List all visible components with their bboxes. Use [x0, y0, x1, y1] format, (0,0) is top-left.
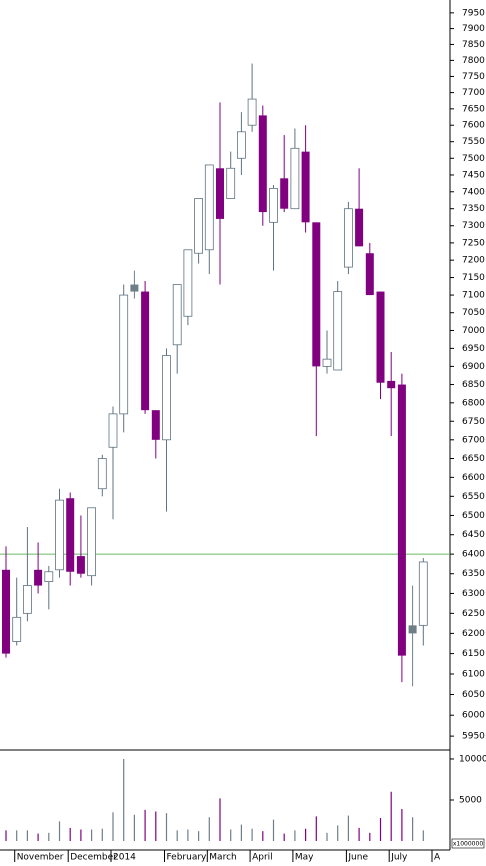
y-tick-label: 7150 — [462, 273, 485, 283]
y-tick-label: 7950 — [462, 8, 485, 18]
y-tick-label: 5950 — [462, 732, 485, 742]
candle-body — [269, 188, 278, 223]
x-tick-label: A — [434, 853, 441, 863]
candle-body — [12, 616, 22, 642]
y-tick-label: 6550 — [462, 492, 485, 502]
candle-body — [236, 131, 246, 159]
volume-tick-label: 10000 — [459, 754, 486, 764]
candle-body — [194, 198, 204, 254]
y-tick-label: 6050 — [462, 690, 485, 700]
y-tick-label: 6600 — [462, 473, 485, 483]
y-tick-label: 7850 — [462, 40, 485, 50]
y-tick-label: 6300 — [462, 589, 485, 599]
y-tick-label: 7750 — [462, 72, 485, 82]
y-tick-label: 7700 — [462, 88, 485, 98]
candle-body — [258, 115, 267, 213]
y-tick-label: 7400 — [462, 187, 485, 197]
candle-body — [22, 585, 32, 614]
unit-box — [451, 838, 485, 849]
y-tick-label: 7200 — [462, 256, 485, 266]
y-tick-label: 7450 — [462, 170, 485, 180]
candle-body — [226, 167, 236, 199]
y-tick-label: 6650 — [462, 454, 485, 464]
x-tick-label: February — [167, 853, 208, 863]
y-tick-label: 6000 — [462, 711, 485, 721]
candle-body — [290, 147, 300, 210]
y-tick-label: 7800 — [462, 56, 485, 66]
y-tick-label: 6450 — [462, 530, 485, 540]
x-tick-label: December — [70, 853, 117, 863]
y-tick-label: 6350 — [462, 569, 485, 579]
y-tick-label: 7050 — [462, 308, 485, 318]
y-tick-label: 6250 — [462, 609, 485, 619]
candle-body — [44, 571, 54, 582]
candle-body — [312, 222, 321, 367]
candle-body — [34, 569, 43, 586]
y-tick-label: 6100 — [462, 669, 485, 679]
candle-body — [2, 569, 10, 654]
y-tick-label: 6950 — [462, 344, 485, 354]
y-tick-label: 7350 — [462, 204, 485, 214]
y-tick-label: 7900 — [462, 24, 485, 34]
candle-body — [55, 499, 64, 571]
y-tick-label: 6850 — [462, 380, 485, 390]
y-tick-label: 7300 — [462, 221, 485, 231]
x-tick-label: June — [347, 853, 368, 863]
candle-body — [141, 291, 150, 411]
candle-body — [365, 253, 374, 296]
volume-unit: x1000000 — [453, 841, 483, 848]
y-tick-label: 6150 — [462, 649, 485, 659]
candle-body — [418, 561, 428, 626]
y-tick-label: 6200 — [462, 629, 485, 639]
candle-body — [183, 249, 193, 317]
x-tick-label: May — [295, 853, 314, 863]
y-tick-label: 6500 — [462, 511, 485, 521]
candle-body — [333, 291, 343, 371]
x-tick-label: April — [252, 853, 273, 863]
y-tick-label: 7000 — [462, 326, 485, 336]
y-tick-label: 7500 — [462, 154, 485, 164]
candle-body — [172, 284, 182, 346]
candle-body — [376, 291, 385, 383]
y-tick-label: 7600 — [462, 121, 485, 131]
x-tick-label: July — [390, 853, 408, 863]
candle-body — [76, 556, 85, 574]
y-tick-label: 6900 — [462, 362, 485, 372]
y-tick-label: 7550 — [462, 137, 485, 147]
y-tick-label: 7250 — [462, 238, 485, 248]
x-tick-label: March — [209, 853, 236, 863]
candle-body — [151, 410, 160, 440]
y-tick-label: 6700 — [462, 435, 485, 445]
candle-body — [355, 208, 364, 247]
candle-body — [66, 498, 75, 572]
candle-body — [87, 507, 96, 577]
candle-body — [204, 164, 214, 251]
candle-body — [280, 178, 289, 209]
y-tick-label: 6750 — [462, 417, 485, 427]
candle-body — [387, 380, 396, 389]
y-tick-label: 7650 — [462, 104, 485, 114]
candle-body — [408, 625, 417, 634]
candle-body — [343, 208, 353, 268]
x-tick-label: November — [17, 853, 64, 863]
candle-body — [162, 355, 171, 441]
candle-body — [216, 168, 224, 219]
candle-body — [97, 458, 107, 490]
y-tick-label: 7100 — [462, 291, 485, 301]
y-tick-label: 6800 — [462, 398, 485, 408]
candle-body — [247, 98, 257, 126]
volume-tick-label: 5000 — [459, 795, 482, 805]
candle-body — [108, 413, 118, 448]
candle-body — [301, 151, 310, 223]
candle-body — [322, 358, 332, 367]
candle-body — [397, 384, 406, 656]
candle-body — [119, 294, 129, 415]
y-tick-label: 6400 — [462, 550, 485, 560]
x-tick-label: 2014 — [113, 853, 136, 863]
candle-body — [130, 284, 139, 292]
